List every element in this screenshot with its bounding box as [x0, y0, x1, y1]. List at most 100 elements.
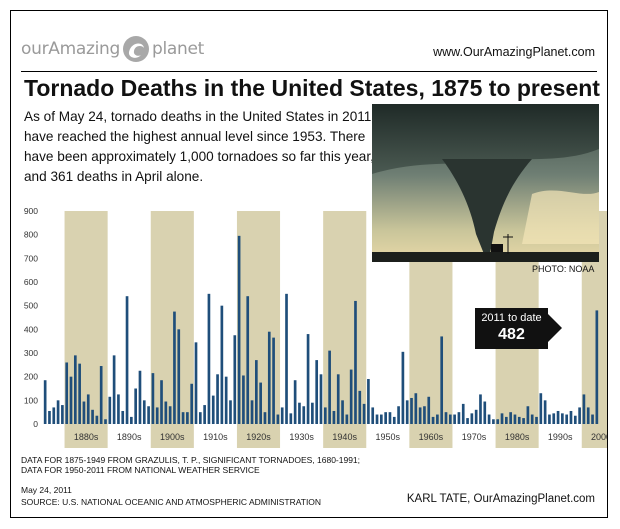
bar-1991 [543, 400, 547, 424]
bar-1912 [203, 405, 206, 424]
x-tick-label-1930s: 1930s [289, 432, 314, 442]
bar-1890 [108, 396, 112, 424]
bar-1915 [216, 374, 219, 424]
bar-1893 [121, 410, 125, 424]
bar-1996 [565, 414, 569, 424]
x-tick-label-1910s: 1910s [203, 432, 228, 442]
bar-1977 [483, 401, 487, 424]
logo-text-right: planet [151, 39, 205, 59]
bar-1924 [255, 360, 258, 424]
bar-1926 [263, 412, 267, 424]
callout-label: 2011 to date [481, 312, 542, 324]
bar-1911 [198, 412, 202, 424]
bar-1878 [56, 400, 60, 424]
bar-1949 [362, 403, 366, 424]
bar-1948 [358, 390, 362, 424]
site-logo[interactable]: ourAmazing planet [21, 35, 204, 63]
data-notes: DATA FOR 1875-1949 FROM GRAZULIS, T. P.,… [21, 455, 360, 475]
bar-1995 [561, 413, 564, 424]
x-tick-label-1960s: 1960s [419, 432, 444, 442]
bar-1896 [134, 388, 137, 424]
bar-1929 [276, 414, 280, 424]
y-tick-label: 200 [24, 372, 38, 382]
x-tick-label-1920s: 1920s [246, 432, 271, 442]
bar-1998 [573, 415, 577, 424]
bar-1884 [82, 401, 86, 424]
bar-1938 [315, 360, 319, 424]
photo-credit: PHOTO: NOAA [532, 264, 595, 274]
bar-1919 [233, 335, 237, 424]
bar-1944 [341, 400, 344, 424]
bar-2003 [595, 310, 599, 424]
bar-1978 [487, 414, 491, 424]
y-tick-label: 0 [33, 419, 38, 429]
callout-2011-box: 2011 to date 482 [475, 308, 548, 349]
bar-2002 [591, 414, 594, 424]
bar-1975 [474, 409, 478, 424]
bar-1957 [397, 406, 400, 424]
site-url-link[interactable]: www.OurAmazingPlanet.com [433, 45, 595, 59]
bar-1967 [440, 336, 444, 424]
bar-1969 [448, 414, 452, 424]
bar-1974 [470, 413, 474, 424]
bar-1879 [61, 405, 64, 424]
bar-1922 [246, 296, 250, 424]
bar-1880 [65, 362, 69, 424]
bar-1994 [556, 410, 560, 424]
bar-1917 [224, 376, 228, 424]
y-tick-label: 700 [24, 253, 38, 263]
bar-1908 [186, 412, 189, 424]
page-title: Tornado Deaths in the United States, 187… [24, 75, 600, 101]
bar-1886 [91, 409, 94, 424]
bar-1955 [388, 412, 392, 424]
intro-paragraph: As of May 24, tornado deaths in the Unit… [24, 109, 374, 184]
bar-1921 [242, 375, 245, 424]
bar-1943 [336, 374, 340, 424]
bar-1895 [130, 416, 133, 424]
bar-1970 [453, 414, 456, 424]
bar-1979 [492, 419, 495, 424]
bar-1883 [78, 363, 81, 424]
y-tick-label: 400 [24, 324, 38, 334]
y-tick-label: 900 [24, 206, 38, 216]
x-tick-label-1880s: 1880s [74, 432, 99, 442]
bar-1900 [151, 373, 155, 424]
bar-1954 [384, 412, 387, 424]
bar-1988 [530, 414, 534, 424]
bar-1876 [48, 410, 51, 424]
author-credit: KARL TATE, OurAmazingPlanet.com [406, 493, 595, 505]
tornado-photo [372, 104, 599, 262]
bar-1940 [323, 407, 327, 424]
bar-1959 [405, 400, 409, 424]
bar-1951 [371, 407, 375, 424]
bar-1992 [548, 414, 551, 424]
bar-1882 [73, 355, 77, 424]
bar-1920 [237, 235, 241, 424]
bar-1875 [43, 380, 47, 424]
bar-1897 [138, 370, 142, 424]
bar-1913 [207, 293, 211, 424]
bar-1885 [86, 394, 90, 424]
tornado-photo-image [372, 104, 599, 262]
bar-1941 [328, 350, 331, 424]
bar-1993 [552, 413, 556, 424]
bar-1964 [427, 396, 431, 424]
x-tick-label-1970s: 1970s [462, 432, 487, 442]
bar-1946 [349, 369, 353, 424]
bar-1892 [117, 394, 120, 424]
bar-1987 [526, 406, 530, 424]
callout-arrow-icon [548, 314, 562, 342]
bar-1931 [285, 293, 288, 424]
bar-1930 [280, 407, 284, 424]
y-tick-label: 600 [24, 277, 38, 287]
x-tick-label-1890s: 1890s [117, 432, 142, 442]
bar-1939 [319, 374, 323, 424]
bar-1971 [457, 412, 461, 424]
bar-1947 [354, 300, 357, 424]
bar-1961 [414, 393, 418, 424]
bar-1962 [418, 407, 422, 424]
bar-1986 [522, 418, 525, 424]
bar-1898 [142, 400, 146, 424]
bar-1956 [392, 416, 396, 424]
y-tick-label: 300 [24, 348, 38, 358]
